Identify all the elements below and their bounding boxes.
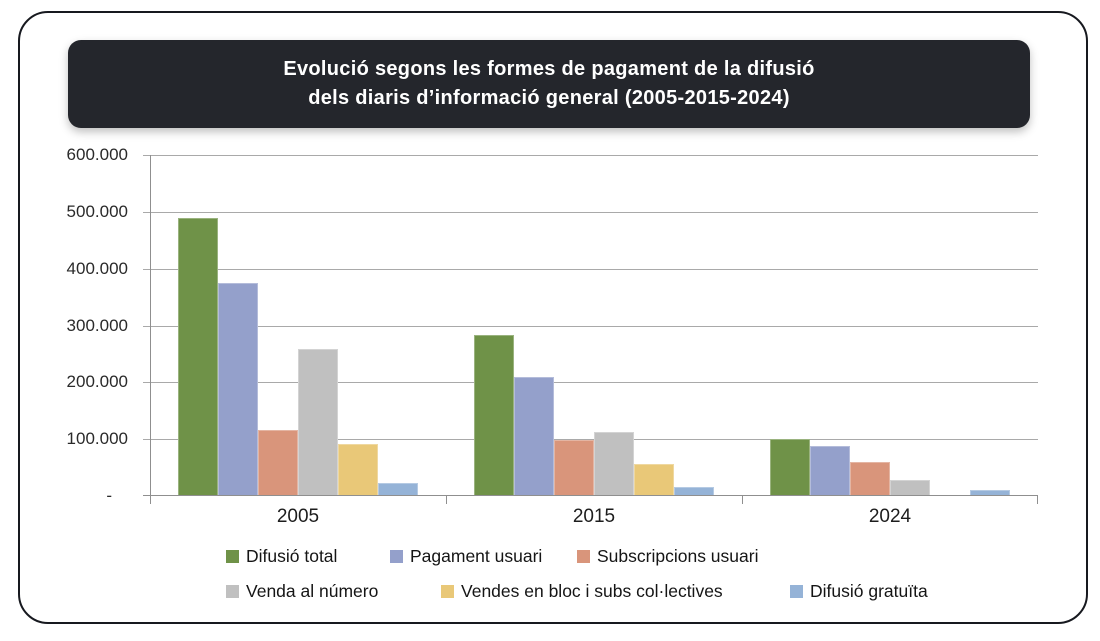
- legend-label: Difusió total: [246, 545, 338, 566]
- legend-swatch-icon: [441, 584, 454, 598]
- bar: [178, 217, 218, 496]
- y-tick-label: 600.000: [66, 145, 128, 164]
- chart-title-line1: Evolució segons les formes de pagament d…: [283, 58, 815, 80]
- legend-item: Pagament usuari: [390, 545, 542, 567]
- bar: [674, 486, 714, 496]
- legend-label: Subscripcions usuari: [597, 545, 759, 566]
- legend-swatch-icon: [390, 549, 403, 563]
- x-axis-baseline: [143, 495, 1038, 496]
- gridline: [143, 211, 1038, 213]
- x-tick: [1037, 496, 1038, 504]
- legend-swatch-icon: [790, 584, 803, 598]
- bar: [474, 335, 514, 496]
- gridline: [143, 325, 1038, 327]
- legend-label: Vendes en bloc i subs col·lectives: [461, 580, 723, 601]
- legend-swatch-icon: [577, 549, 590, 563]
- bar-group-2005: [150, 155, 446, 496]
- legend-item: Vendes en bloc i subs col·lectives: [441, 580, 723, 602]
- bar: [378, 482, 418, 496]
- bar-group-2024: [742, 155, 1038, 496]
- legend-item: Venda al número: [226, 580, 378, 602]
- x-tick: [445, 496, 447, 504]
- x-tick-label: 2005: [276, 506, 320, 527]
- bar: [218, 282, 258, 496]
- legend-label: Pagament usuari: [410, 545, 543, 566]
- legend-item: Difusió total: [226, 545, 337, 567]
- y-tick-label: 300.000: [66, 316, 128, 335]
- bar: [298, 349, 338, 496]
- y-axis-line: [150, 155, 151, 504]
- x-tick-label: 2015: [572, 506, 616, 527]
- chart-title-banner: Evolució segons les formes de pagament d…: [68, 40, 1030, 128]
- bar: [770, 438, 810, 496]
- y-tick-label: 500.000: [66, 202, 128, 221]
- legend-swatch-icon: [226, 549, 239, 563]
- gridline: [143, 382, 1038, 384]
- y-tick-label: -: [106, 486, 112, 505]
- bar: [890, 480, 930, 496]
- bar: [338, 443, 378, 496]
- y-tick-label: 400.000: [66, 259, 128, 278]
- legend-item: Difusió gratuïta: [790, 580, 928, 602]
- legend-label: Venda al número: [246, 580, 379, 601]
- bar: [594, 432, 634, 496]
- bar: [514, 376, 554, 496]
- gridline: [143, 155, 1038, 156]
- bar: [970, 490, 1010, 496]
- chart-title-line2: dels diaris d’informació general (2005-2…: [308, 87, 790, 109]
- x-tick: [150, 496, 151, 504]
- gridline: [143, 268, 1038, 270]
- legend-item: Subscripcions usuari: [577, 545, 758, 567]
- y-tick-label: 200.000: [66, 372, 128, 391]
- gridline: [143, 439, 1038, 441]
- legend-swatch-icon: [226, 584, 239, 598]
- legend-label: Difusió gratuïta: [810, 580, 928, 601]
- bar-group-2015: [446, 155, 742, 496]
- bar: [810, 446, 850, 496]
- plot-area: [143, 155, 1038, 504]
- y-axis-labels: 600.000 500.000 400.000 300.000 200.000 100.0…: [20, 145, 128, 505]
- y-tick-label: 100.000: [66, 429, 128, 448]
- bar: [258, 429, 298, 496]
- x-tick-label: 2024: [868, 506, 912, 527]
- bar: [554, 440, 594, 496]
- x-tick: [741, 496, 743, 504]
- x-axis-labels: 2005 2015 2024: [150, 506, 1038, 532]
- bar: [850, 461, 890, 496]
- bar: [634, 463, 674, 496]
